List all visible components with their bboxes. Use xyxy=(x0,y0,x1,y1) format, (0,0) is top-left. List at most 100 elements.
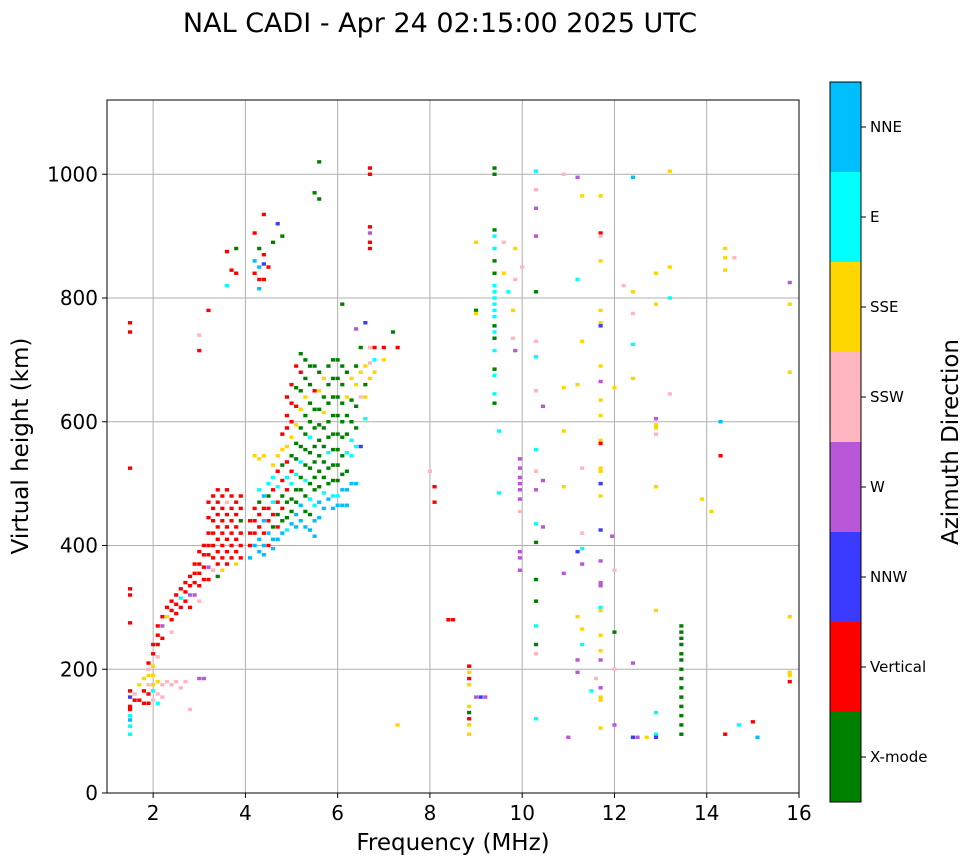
data-point-nne xyxy=(307,528,313,532)
data-point-vertical xyxy=(229,531,234,535)
data-point-vertical xyxy=(432,484,437,489)
data-point-x-mode xyxy=(330,432,336,436)
data-point-w xyxy=(533,206,539,211)
data-point-e xyxy=(492,314,497,319)
plot-background xyxy=(107,100,799,793)
data-point-e xyxy=(303,478,308,483)
data-point-x-mode xyxy=(307,401,313,405)
data-point-sse xyxy=(155,679,160,684)
data-point-vertical xyxy=(234,500,239,504)
data-point-nne xyxy=(312,534,317,538)
data-point-vertical xyxy=(289,401,294,405)
data-point-sse xyxy=(667,169,672,173)
data-point-nne xyxy=(340,488,345,492)
data-point-vertical xyxy=(284,413,289,418)
data-point-vertical xyxy=(467,676,472,681)
data-point-sse xyxy=(580,194,585,198)
data-point-nne xyxy=(312,519,317,523)
data-point-sse xyxy=(667,265,672,269)
data-point-ssw xyxy=(517,509,522,514)
data-point-vertical xyxy=(367,172,373,176)
data-point-sse xyxy=(467,704,472,709)
data-point-x-mode xyxy=(679,695,684,699)
data-point-nne xyxy=(252,259,257,263)
data-point-vertical xyxy=(257,277,262,282)
data-point-vertical xyxy=(252,531,257,535)
data-point-x-mode xyxy=(340,401,345,405)
data-point-e xyxy=(492,296,497,300)
data-point-vertical xyxy=(312,389,317,393)
data-point-vertical xyxy=(141,701,146,706)
x-tick-label: 10 xyxy=(509,801,534,825)
x-tick-label: 2 xyxy=(147,801,160,825)
data-point-sse xyxy=(513,246,518,251)
data-point-nne xyxy=(289,522,294,526)
data-point-sse xyxy=(271,463,276,467)
data-point-w xyxy=(575,670,580,675)
data-point-sse xyxy=(344,395,349,399)
data-point-x-mode xyxy=(492,259,497,263)
data-point-e xyxy=(598,605,603,610)
data-point-w xyxy=(598,583,603,588)
data-point-sse xyxy=(363,395,368,399)
data-point-e xyxy=(289,481,294,486)
data-point-x-mode xyxy=(533,599,539,603)
data-point-w xyxy=(517,457,522,461)
data-point-nnw xyxy=(575,549,580,554)
data-point-x-mode xyxy=(294,441,299,446)
data-point-vertical xyxy=(201,553,206,557)
data-point-vertical xyxy=(215,562,220,566)
data-point-w xyxy=(517,466,522,470)
data-point-ssw xyxy=(593,676,599,681)
data-point-vertical xyxy=(367,225,373,229)
data-point-ssw xyxy=(187,707,193,712)
data-point-vertical xyxy=(220,494,225,498)
data-point-vertical xyxy=(224,488,230,492)
data-point-vertical xyxy=(284,426,289,430)
data-point-x-mode xyxy=(312,407,317,412)
data-point-vertical xyxy=(289,420,294,424)
data-point-ssw xyxy=(732,256,737,260)
data-point-vertical xyxy=(174,593,179,597)
data-point-vertical xyxy=(252,519,257,523)
data-point-x-mode xyxy=(294,385,299,390)
data-point-e xyxy=(492,302,497,306)
data-point-nnw xyxy=(598,324,603,328)
data-point-x-mode xyxy=(679,723,684,727)
data-point-x-mode xyxy=(303,413,308,418)
colorbar-tick-label: NNW xyxy=(870,568,907,586)
data-point-e xyxy=(127,713,133,718)
data-point-w xyxy=(540,525,546,529)
data-point-e xyxy=(372,358,377,362)
data-point-sse xyxy=(787,673,792,678)
data-point-nne xyxy=(340,503,345,508)
data-point-e xyxy=(321,491,326,495)
data-point-x-mode xyxy=(298,389,303,393)
data-point-vertical xyxy=(187,583,193,588)
data-point-nnw xyxy=(653,735,659,740)
data-point-ssw xyxy=(132,692,137,696)
data-point-x-mode xyxy=(492,324,497,328)
data-point-vertical xyxy=(206,577,211,582)
data-point-sse xyxy=(598,259,603,263)
data-point-ssw xyxy=(612,568,617,572)
data-point-w xyxy=(473,695,479,699)
data-point-sse xyxy=(141,676,146,681)
data-point-x-mode xyxy=(321,475,326,480)
data-point-vertical xyxy=(197,571,202,576)
data-point-sse xyxy=(598,364,603,368)
data-point-sse xyxy=(467,732,472,736)
data-point-vertical xyxy=(127,587,133,591)
data-point-ssw xyxy=(427,469,433,473)
data-point-ssw xyxy=(533,187,539,192)
data-point-vertical xyxy=(224,525,230,529)
data-point-vertical xyxy=(266,506,271,511)
data-point-sse xyxy=(367,376,373,381)
data-point-vertical xyxy=(718,454,723,458)
data-point-sse xyxy=(630,290,635,294)
data-point-nnw xyxy=(598,481,603,486)
data-points xyxy=(127,160,792,740)
data-point-vertical xyxy=(215,537,220,542)
data-point-x-mode xyxy=(679,642,684,647)
data-point-vertical xyxy=(127,707,133,712)
